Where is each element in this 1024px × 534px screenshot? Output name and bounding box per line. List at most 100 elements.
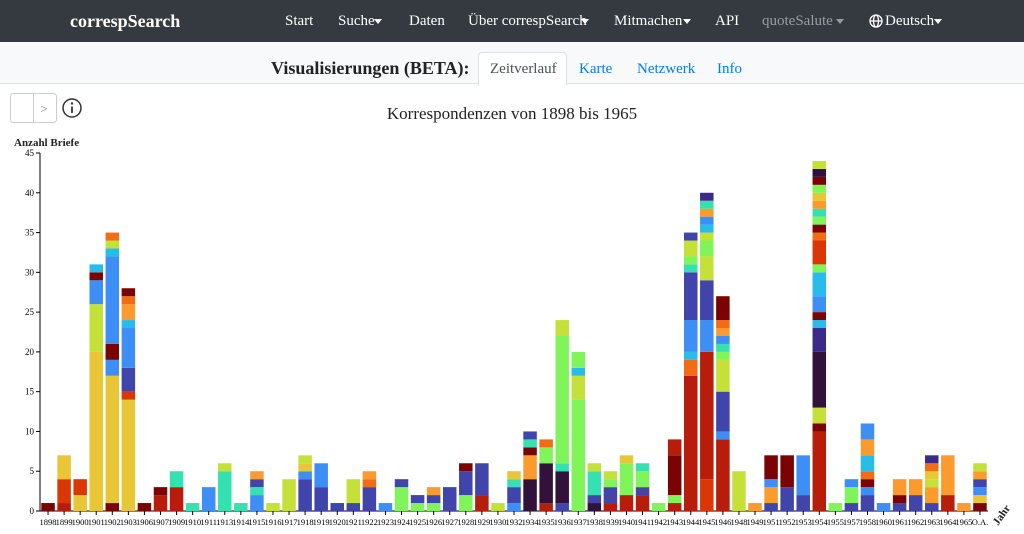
- bar-segment: [571, 351, 586, 368]
- y-tick-label: 0: [30, 506, 35, 516]
- bar-segment: [925, 471, 939, 480]
- info-icon[interactable]: [62, 98, 82, 118]
- bar-segment: [812, 296, 827, 313]
- bar-segment: [105, 343, 120, 360]
- bar-segment: [523, 431, 537, 440]
- tab[interactable]: Karte: [579, 61, 613, 77]
- bar-segment: [860, 423, 875, 440]
- bar-segment: [812, 168, 827, 177]
- bar-segment: [298, 479, 312, 511]
- bar-segment: [394, 479, 409, 488]
- nav-item[interactable]: Mitmachen: [614, 13, 683, 29]
- bar-segment: [957, 503, 971, 511]
- nav-item[interactable]: Über correspSearch: [468, 13, 587, 29]
- bar-segment: [218, 463, 232, 472]
- bar-segment: [700, 192, 714, 201]
- bar-segment: [250, 479, 264, 488]
- bar-segment: [507, 471, 521, 480]
- next-button[interactable]: >: [40, 101, 47, 116]
- bar-segment: [105, 248, 120, 257]
- bar-segment: [89, 304, 103, 352]
- bar-segment: [250, 471, 264, 480]
- bar-segment: [121, 391, 136, 400]
- bar-segment: [121, 288, 136, 297]
- bar-segment: [683, 240, 698, 257]
- bar-segment: [973, 495, 987, 504]
- bar-segment: [346, 479, 361, 504]
- x-tick-label: 1926: [425, 517, 442, 527]
- y-tick-label: 45: [25, 148, 35, 158]
- bar-segment: [201, 487, 216, 511]
- bar-segment: [73, 495, 87, 511]
- bar-segment: [716, 335, 730, 344]
- x-tick-label: 1964: [939, 517, 957, 527]
- bar-segment: [732, 471, 746, 511]
- x-tick-label: 1909: [168, 517, 185, 527]
- bar-segment: [635, 487, 650, 496]
- bar-segment: [105, 359, 120, 376]
- bar-segment: [700, 200, 714, 209]
- bar-segment: [459, 471, 473, 496]
- bar-segment: [121, 296, 136, 305]
- active-tab: [478, 52, 567, 86]
- y-tick-label: 25: [25, 307, 35, 317]
- bar-segment: [185, 503, 200, 511]
- nav-item[interactable]: API: [715, 13, 740, 29]
- bar-segment: [860, 471, 875, 480]
- bar-segment: [683, 359, 698, 376]
- x-tick-label: 1965: [955, 517, 972, 527]
- bar-segment: [57, 479, 71, 504]
- bar-segment: [635, 495, 650, 511]
- x-tick-label: 1921: [345, 517, 362, 527]
- nav-item[interactable]: Deutsch: [885, 13, 935, 29]
- x-tick-label: 1927: [441, 517, 458, 527]
- bar-segment: [716, 328, 730, 336]
- x-tick-label: 1955: [827, 517, 844, 527]
- bar-segment: [169, 471, 184, 488]
- x-tick-label: 1942: [650, 517, 667, 527]
- bar-segment: [683, 351, 698, 360]
- bar-segment: [298, 471, 312, 480]
- bar-segment: [394, 487, 409, 511]
- bar-segment: [89, 280, 103, 305]
- nav-item[interactable]: Start: [285, 13, 314, 29]
- bar-segment: [812, 264, 827, 273]
- y-tick-label: 15: [25, 387, 35, 397]
- bar-segment: [716, 320, 730, 329]
- bar-segment: [796, 455, 810, 496]
- bar-segment: [941, 455, 955, 496]
- nav-item[interactable]: quoteSalute: [762, 13, 833, 29]
- x-tick-label: 1934: [522, 517, 540, 527]
- x-tick-label: 1903: [120, 517, 137, 527]
- bar-segment: [587, 495, 602, 504]
- nav-item[interactable]: Daten: [409, 13, 445, 29]
- bar-segment: [587, 503, 602, 511]
- x-tick-label: 1938: [586, 517, 603, 527]
- tab[interactable]: Zeitverlauf: [490, 61, 557, 77]
- bar-segment: [925, 503, 939, 511]
- x-tick-label: 1907: [152, 517, 169, 527]
- bar-segment: [410, 503, 425, 511]
- subnav: Visualisierungen (BETA): Zeitverlauf Kar…: [0, 42, 1024, 86]
- bar-segment: [507, 487, 521, 504]
- x-tick-label: 1901: [88, 517, 105, 527]
- bar-segment: [121, 328, 136, 368]
- x-tick-label: 1930: [489, 517, 506, 527]
- x-tick-label: 1939: [602, 517, 619, 527]
- bar-segment: [539, 439, 553, 448]
- tab[interactable]: Netzwerk: [637, 61, 696, 77]
- bar-segment: [925, 479, 939, 488]
- bar-segment: [603, 479, 618, 488]
- nav-icons: [374, 14, 942, 28]
- bar-segment: [683, 375, 698, 511]
- x-tick-label: 1936: [554, 517, 571, 527]
- bar-segment: [459, 495, 473, 511]
- bar-segment: [700, 232, 714, 241]
- bar-segment: [941, 495, 955, 511]
- nav-item[interactable]: Suche: [338, 13, 375, 29]
- tab[interactable]: Info: [717, 61, 742, 77]
- brand[interactable]: correspSearch: [70, 11, 181, 31]
- bar-segment: [716, 351, 730, 360]
- x-tick-label: 1920: [329, 517, 346, 527]
